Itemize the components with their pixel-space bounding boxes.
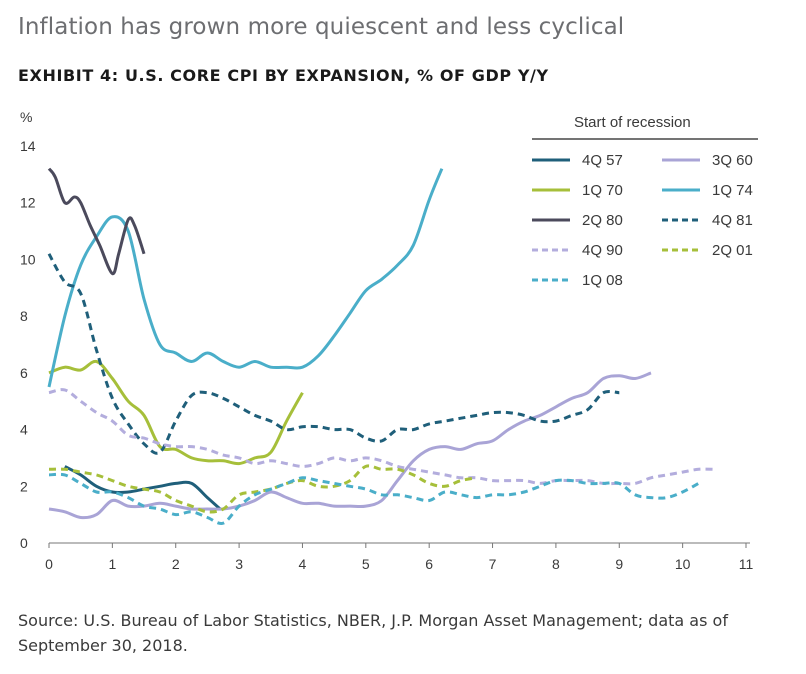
y-tick-label: 4: [20, 422, 28, 438]
y-axis-label: %: [20, 109, 32, 125]
plot-lines: [47, 167, 715, 525]
series-line: [48, 371, 652, 520]
x-tick-label: 0: [45, 556, 53, 572]
series-line: [47, 168, 444, 388]
legend-label: 2Q 80: [582, 212, 623, 229]
legend-label: 3Q 60: [712, 152, 753, 169]
series-line: [48, 464, 477, 514]
legend-label: 1Q 70: [582, 182, 623, 199]
legend: Start of recession 4Q 57 3Q 60 1Q 70 1Q 74 2…: [532, 114, 758, 289]
series-line: [48, 472, 700, 525]
chart-title: EXHIBIT 4: U.S. CORE CPI BY EXPANSION, %…: [18, 66, 549, 85]
legend-label: 2Q 01: [712, 242, 753, 259]
legend-label: 1Q 74: [712, 182, 753, 199]
y-tick-label: 10: [20, 251, 36, 267]
x-tick-label: 3: [235, 556, 243, 572]
x-tick-label: 5: [362, 556, 370, 572]
y-tick-label: 14: [20, 138, 36, 154]
legend-label: 4Q 57: [582, 152, 623, 169]
x-axis: 0 1 2 3 4 5 6 7 8 9 10 11: [45, 542, 754, 572]
y-tick-label: 8: [20, 308, 28, 324]
x-tick-label: 6: [425, 556, 433, 572]
legend-label: 4Q 81: [712, 212, 753, 229]
x-tick-label: 10: [675, 556, 691, 572]
legend-label: 1Q 08: [582, 272, 623, 289]
y-tick-label: 6: [20, 365, 28, 381]
series-line: [47, 167, 146, 276]
series-line: [48, 359, 304, 466]
y-tick-label: 12: [20, 195, 36, 211]
x-tick-label: 7: [489, 556, 497, 572]
legend-title: Start of recession: [574, 114, 691, 131]
source-note: Source: U.S. Bureau of Labor Statistics,…: [18, 611, 728, 655]
x-tick-label: 9: [615, 556, 623, 572]
x-tick-label: 8: [552, 556, 560, 572]
x-tick-label: 2: [172, 556, 180, 572]
x-tick-label: 1: [108, 556, 116, 572]
x-tick-label: 11: [739, 556, 754, 572]
x-tick-label: 4: [299, 556, 307, 572]
headline: Inflation has grown more quiescent and l…: [18, 14, 625, 40]
series-line: [48, 388, 715, 486]
legend-label: 4Q 90: [582, 242, 623, 259]
y-tick-label: 0: [20, 535, 28, 551]
y-axis: 0 2 4 6 8 10 12 14: [20, 138, 36, 551]
y-tick-label: 2: [20, 478, 28, 494]
series-line: [47, 253, 620, 455]
